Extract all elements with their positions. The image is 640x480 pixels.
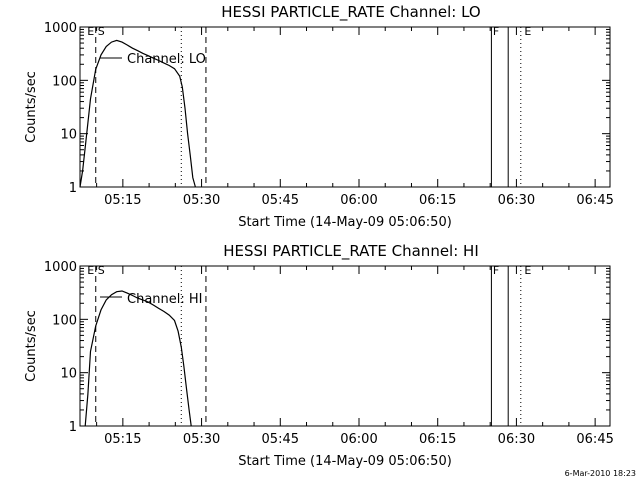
plot-frame-lo	[79, 26, 611, 188]
y-tick-label: 1000	[44, 21, 77, 36]
y-tick-label: 100	[52, 313, 77, 328]
x-tick-label: 06:30	[498, 193, 535, 208]
y-tick-label: 1000	[44, 260, 77, 275]
flag-label: S	[98, 264, 105, 277]
plot-area-lo: 05:15 05:30 05:45 06:00 06:15 06:30 06:45 1 10 10…	[44, 21, 614, 208]
y-axis-label-lo: Counts/sec	[24, 71, 39, 143]
flag-label: F	[493, 264, 499, 277]
flag-label: F	[493, 25, 499, 38]
series-line-hi	[84, 290, 192, 427]
y-tick-label: 1	[69, 181, 77, 196]
y-tick-label: 10	[60, 367, 77, 382]
x-tick-label: 06:30	[498, 432, 535, 447]
chart-title-hi: HESSI PARTICLE_RATE Channel: HI	[223, 242, 479, 261]
chart-panel-hi: HESSI PARTICLE_RATE Channel: HI 05:15 05:…	[24, 242, 614, 469]
x-tick-label: 05:45	[262, 193, 299, 208]
x-tick-label: 06:15	[419, 193, 456, 208]
flag-label: E	[87, 264, 94, 277]
chart-panel-lo: HESSI PARTICLE_RATE Channel: LO 05:15 05:…	[24, 3, 614, 230]
legend-label-hi: Channel: HI	[127, 292, 203, 307]
x-tick-label: 05:15	[104, 193, 141, 208]
x-tick-label: 05:30	[183, 193, 220, 208]
x-tick-label: 06:00	[340, 193, 377, 208]
x-tick-label: 06:00	[340, 432, 377, 447]
flag-label: E	[524, 25, 531, 38]
x-tick-label: 05:15	[104, 432, 141, 447]
plot-frame-hi	[79, 265, 611, 427]
y-axis-label-hi: Counts/sec	[24, 310, 39, 382]
chart-title-lo: HESSI PARTICLE_RATE Channel: LO	[221, 3, 480, 22]
x-axis-label-hi: Start Time (14-May-09 05:06:50)	[238, 454, 452, 469]
y-tick-label: 100	[52, 74, 77, 89]
flag-label: E	[87, 25, 94, 38]
plot-area-hi: 05:15 05:30 05:45 06:00 06:15 06:30 06:45 1 10 10…	[44, 260, 614, 447]
series-line-lo	[79, 39, 196, 188]
x-tick-label: 06:45	[576, 432, 613, 447]
flag-label: S	[98, 25, 105, 38]
legend-label-lo: Channel: LO	[127, 52, 206, 67]
y-tick-label: 10	[60, 128, 77, 143]
x-tick-label: 06:15	[419, 432, 456, 447]
flag-label: E	[524, 264, 531, 277]
footer-timestamp: 6-Mar-2010 18:23	[565, 469, 636, 478]
y-tick-label: 1	[69, 420, 77, 435]
x-axis-label-lo: Start Time (14-May-09 05:06:50)	[238, 215, 452, 230]
x-tick-label: 06:45	[576, 193, 613, 208]
x-tick-label: 05:30	[183, 432, 220, 447]
x-tick-label: 05:45	[262, 432, 299, 447]
